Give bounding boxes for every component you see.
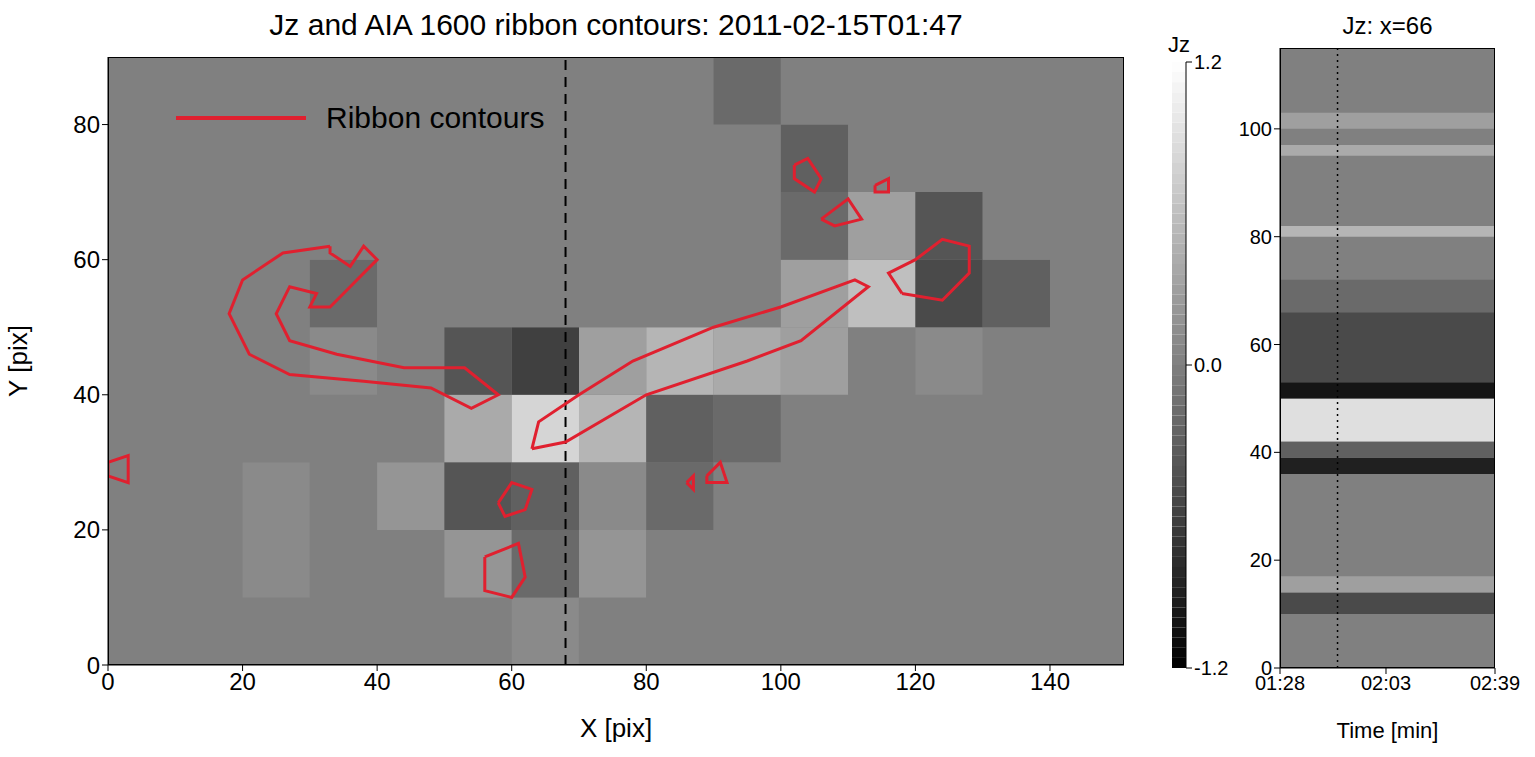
- svg-text:40: 40: [364, 668, 391, 695]
- svg-text:20: 20: [73, 516, 100, 543]
- html-text:Jz and AIA 1600 ribbon contour: Jz and AIA 1600 ribbon contours: 2011-02…: [269, 8, 963, 41]
- svg-text:60: 60: [1250, 334, 1272, 356]
- svg-text:100: 100: [761, 668, 801, 695]
- svg-text:1.2: 1.2: [1194, 51, 1222, 73]
- svg-text:0: 0: [1261, 657, 1272, 679]
- svg-text:02:39: 02:39: [1470, 672, 1520, 694]
- svg-text:Y [pix]: Y [pix]: [3, 325, 33, 397]
- svg-text:20: 20: [1250, 549, 1272, 571]
- svg-text:0.0: 0.0: [1194, 354, 1222, 376]
- svg-text:120: 120: [895, 668, 935, 695]
- svg-text:100: 100: [1239, 118, 1272, 140]
- svg-text:01:28: 01:28: [1255, 672, 1305, 695]
- svg-text:80: 80: [1250, 226, 1272, 248]
- svg-text:40: 40: [1250, 441, 1272, 463]
- html-text:Jz: Jz: [1168, 32, 1190, 57]
- svg-text:02:03: 02:03: [1361, 672, 1411, 694]
- svg-text:0: 0: [101, 668, 114, 695]
- svg-text:-1.2: -1.2: [1194, 657, 1228, 679]
- svg-text:40: 40: [73, 381, 100, 408]
- svg-text:Time [min]: Time [min]: [1337, 718, 1439, 743]
- html-text:Ribbon contours: Ribbon contours: [326, 101, 545, 134]
- svg-text:20: 20: [229, 668, 256, 695]
- html-text:Jz: x=66: Jz: x=66: [1342, 12, 1433, 39]
- svg-text:80: 80: [73, 111, 100, 138]
- svg-text:140: 140: [1030, 668, 1070, 695]
- svg-text:80: 80: [633, 668, 660, 695]
- svg-text:0: 0: [87, 652, 100, 679]
- svg-text:60: 60: [73, 246, 100, 273]
- svg-text:60: 60: [498, 668, 525, 695]
- svg-text:X [pix]: X [pix]: [580, 713, 652, 743]
